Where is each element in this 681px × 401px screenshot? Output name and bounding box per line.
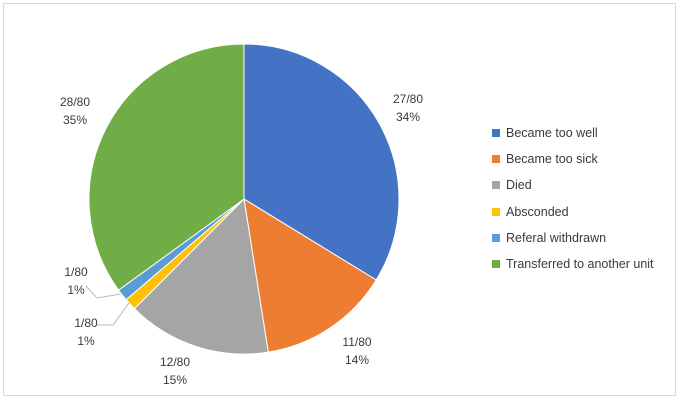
data-label-percent: 34% — [396, 110, 420, 124]
legend-item: Transferred to another unit — [492, 251, 677, 277]
legend: Became too well Became too sick Died Abscon… — [492, 120, 677, 277]
data-label-percent: 1% — [77, 334, 95, 348]
data-label-percent: 14% — [345, 353, 369, 367]
legend-label: Referal withdrawn — [506, 230, 607, 245]
data-label-fraction: 12/80 — [160, 355, 190, 369]
legend-label: Died — [506, 178, 532, 193]
data-label-percent: 35% — [63, 113, 87, 127]
legend-swatch — [492, 207, 500, 216]
slice-became-too-sick — [243, 198, 377, 353]
legend-label: Became too well — [506, 126, 598, 141]
slice-died — [133, 197, 269, 355]
legend-label: Transferred to another unit — [506, 257, 654, 272]
legend-swatch — [492, 181, 500, 190]
legend-item: Became too well — [492, 120, 677, 146]
legend-item: Referal withdrawn — [492, 225, 677, 251]
legend-label: Absconded — [506, 204, 569, 219]
leader-line — [97, 302, 130, 326]
slice-became-too-well — [243, 43, 400, 281]
legend-swatch — [492, 129, 500, 138]
leader-line — [85, 285, 122, 299]
legend-item: Became too sick — [492, 146, 677, 172]
legend-swatch — [492, 155, 500, 164]
slice-transferred-to-another-unit — [88, 43, 245, 291]
data-label-fraction: 11/80 — [342, 335, 371, 349]
data-label-fraction: 27/80 — [393, 92, 423, 106]
data-label-fraction: 1/80 — [74, 316, 98, 330]
data-label-percent: 15% — [163, 373, 187, 387]
data-label-percent: 1% — [67, 283, 85, 297]
data-label-fraction: 28/80 — [60, 95, 90, 109]
legend-swatch — [492, 260, 500, 269]
legend-swatch — [492, 233, 500, 242]
leader-lines — [85, 285, 130, 326]
data-labels: 27/80 34% 11/80 14% 12/80 15% 1/80 1% 1/80 1% 28/8… — [60, 92, 423, 387]
legend-item: Absconded — [492, 199, 677, 225]
legend-item: Died — [492, 172, 677, 198]
data-label-fraction: 1/80 — [64, 265, 88, 279]
legend-label: Became too sick — [506, 152, 598, 167]
pie-slices — [88, 43, 400, 355]
